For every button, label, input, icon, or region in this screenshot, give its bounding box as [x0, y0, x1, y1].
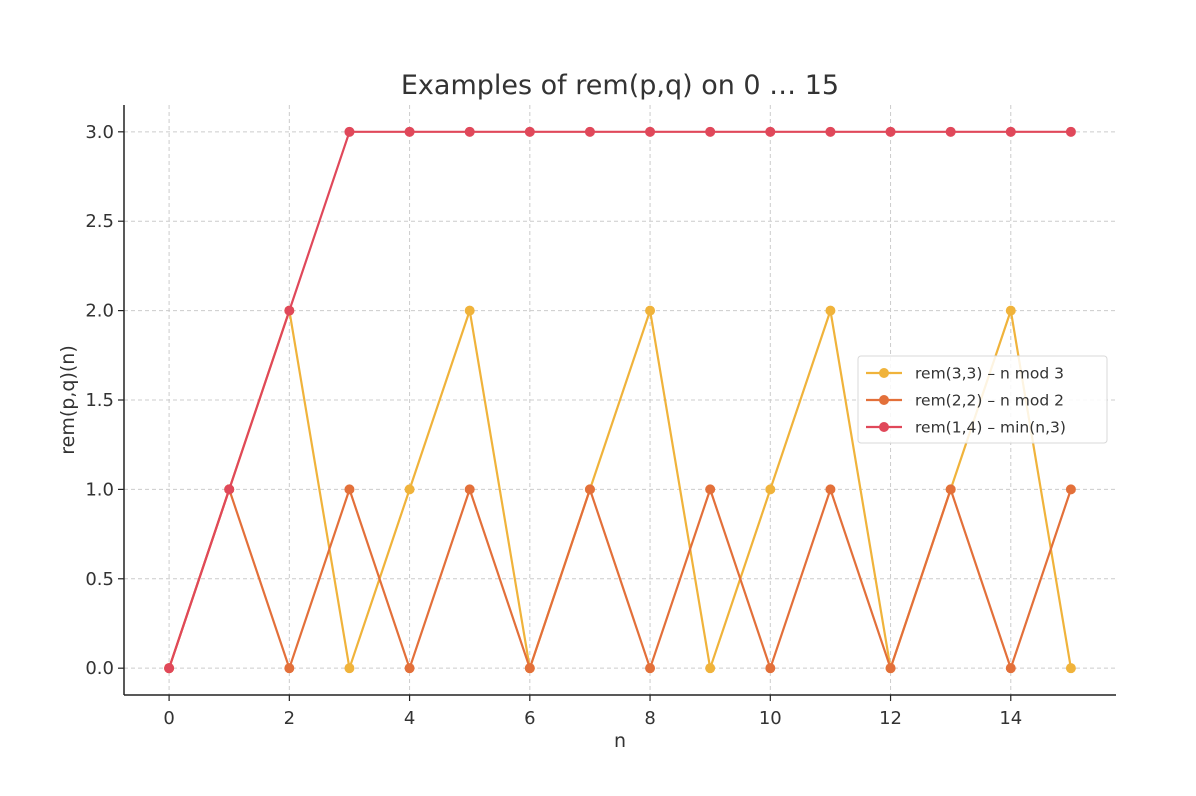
y-tick-label: 1.0: [85, 479, 114, 500]
x-tick-label: 8: [644, 708, 655, 729]
data-point: [584, 126, 595, 137]
series-line: [168, 488, 1072, 670]
data-point: [765, 126, 776, 137]
data-point: [284, 663, 295, 674]
legend-item: rem(1,4) – min(n,3): [866, 419, 1066, 437]
data-point: [645, 663, 656, 674]
legend-label: rem(2,2) – n mod 2: [915, 392, 1064, 410]
data-point: [765, 484, 776, 495]
data-point: [885, 663, 896, 674]
data-point: [524, 126, 535, 137]
data-point: [1065, 126, 1076, 137]
legend-label: rem(3,3) – n mod 3: [915, 365, 1064, 383]
series-2: [164, 484, 1076, 674]
data-point: [825, 305, 836, 316]
data-point: [344, 126, 355, 137]
y-axis-label: rem(p,q)(n): [57, 345, 79, 454]
x-tick-label: 4: [404, 708, 415, 729]
data-point: [404, 484, 415, 495]
series-group: [164, 126, 1076, 674]
legend-item: rem(2,2) – n mod 2: [866, 392, 1064, 410]
y-tick-label: 0.5: [85, 569, 114, 590]
data-point: [705, 484, 716, 495]
series-3: [164, 126, 1076, 674]
x-tick-label: 12: [879, 708, 902, 729]
data-point: [705, 126, 716, 137]
x-tick-label: 10: [759, 708, 782, 729]
data-point: [284, 305, 295, 316]
data-point: [404, 663, 415, 674]
data-point: [825, 484, 836, 495]
data-point: [344, 663, 355, 674]
x-tick-label: 2: [284, 708, 295, 729]
data-point: [464, 305, 475, 316]
data-point: [1065, 484, 1076, 495]
data-point: [464, 484, 475, 495]
data-point: [765, 663, 776, 674]
data-point: [705, 663, 716, 674]
data-point: [524, 663, 535, 674]
y-tick-label: 2.0: [85, 301, 114, 322]
data-point: [224, 484, 235, 495]
x-tick-label: 14: [999, 708, 1022, 729]
data-point: [645, 305, 656, 316]
y-tick-label: 0.0: [85, 658, 114, 679]
legend-swatch-marker: [879, 368, 889, 378]
data-point: [464, 126, 475, 137]
legend-box: [857, 355, 1108, 444]
data-point: [1005, 305, 1016, 316]
x-tick-label: 6: [524, 708, 535, 729]
data-point: [1005, 126, 1016, 137]
data-point: [344, 484, 355, 495]
data-point: [945, 484, 956, 495]
data-point: [1065, 663, 1076, 674]
chart-title: Examples of rem(p,q) on 0 … 15: [401, 70, 839, 101]
legend: rem(3,3) – n mod 3 rem(2,2) – n mod 2 rem(…: [857, 355, 1108, 444]
data-point: [584, 484, 595, 495]
y-tick-label: 1.5: [85, 390, 114, 411]
legend-item: rem(3,3) – n mod 3: [866, 365, 1064, 383]
y-ticks: 0.0 0.5 1.0 1.5 2.0 2.5 3.0: [85, 122, 124, 679]
data-point: [825, 126, 836, 137]
legend-label: rem(1,4) – min(n,3): [915, 419, 1066, 437]
series-line: [168, 130, 1071, 669]
x-axis-label: n: [614, 730, 626, 752]
data-point: [885, 126, 896, 137]
data-point: [645, 126, 656, 137]
y-tick-label: 3.0: [85, 122, 114, 143]
legend-swatch-marker: [879, 395, 889, 405]
y-tick-label: 2.5: [85, 211, 114, 232]
x-ticks: 0 2 4 6 8 10 12 14: [163, 695, 1022, 729]
data-point: [404, 126, 415, 137]
x-tick-label: 0: [163, 708, 174, 729]
data-point: [1005, 663, 1016, 674]
data-point: [164, 663, 175, 674]
legend-swatch-marker: [879, 422, 889, 432]
data-point: [945, 126, 956, 137]
